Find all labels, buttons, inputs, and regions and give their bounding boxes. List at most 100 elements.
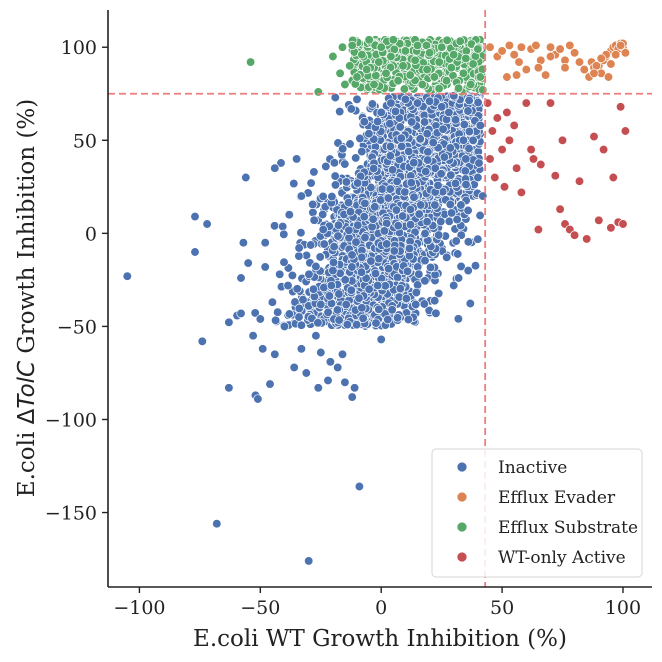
data-point-inactive	[353, 220, 363, 230]
data-point-efflux-substrate	[466, 79, 476, 90]
data-point-efflux-substrate	[417, 79, 427, 90]
data-point-wt-only-active	[504, 135, 515, 145]
data-point-inactive	[430, 200, 440, 210]
data-point-efflux-substrate	[313, 87, 323, 97]
data-point-wt-only-active	[555, 204, 565, 214]
data-point-inactive	[409, 158, 419, 168]
x-tick-label: 50	[490, 597, 514, 619]
data-point-inactive	[358, 313, 368, 323]
data-point-inactive	[316, 347, 326, 358]
data-point-inactive	[473, 97, 483, 108]
data-point-wt-only-active	[490, 172, 500, 183]
points-layer	[122, 35, 631, 566]
data-point-inactive	[344, 225, 354, 235]
data-point-inactive	[450, 115, 461, 125]
data-point-inactive	[340, 159, 350, 169]
data-point-inactive	[411, 287, 421, 298]
data-point-wt-only-active	[550, 171, 560, 181]
data-point-inactive	[318, 191, 328, 202]
data-point-efflux-evader	[589, 68, 599, 78]
data-point-inactive	[370, 268, 381, 279]
x-tick-label: 0	[375, 597, 387, 619]
data-point-wt-only-active	[502, 107, 512, 118]
data-point-inactive	[260, 262, 270, 272]
data-point-inactive	[385, 141, 396, 152]
data-point-inactive	[333, 220, 344, 230]
y-axis-label: E.coli ΔTolC Growth Inhibition (%)	[14, 99, 40, 497]
data-point-inactive	[456, 200, 466, 210]
data-point-efflux-substrate	[434, 83, 444, 94]
data-point-efflux-substrate	[400, 46, 411, 56]
data-point-inactive	[368, 163, 379, 174]
data-point-efflux-substrate	[393, 76, 403, 86]
data-point-inactive	[287, 270, 298, 281]
data-point-efflux-substrate	[369, 79, 379, 90]
data-point-inactive	[296, 320, 307, 330]
data-point-inactive	[412, 98, 423, 108]
data-point-inactive	[425, 262, 436, 273]
data-point-inactive	[468, 135, 478, 145]
data-point-efflux-evader	[504, 40, 515, 51]
data-point-efflux-evader	[509, 50, 519, 60]
y-tick-label: 100	[61, 37, 97, 59]
data-point-inactive	[236, 308, 246, 319]
data-point-wt-only-active	[536, 159, 546, 170]
data-point-inactive	[444, 107, 454, 118]
data-point-inactive	[347, 250, 357, 260]
data-point-efflux-substrate	[455, 36, 465, 46]
data-point-inactive	[360, 232, 370, 243]
data-point-efflux-evader	[620, 48, 631, 58]
data-point-efflux-substrate	[345, 61, 355, 71]
y-tick-label: 0	[85, 223, 97, 245]
data-point-wt-only-active	[511, 163, 522, 173]
data-point-inactive	[270, 315, 281, 325]
data-point-efflux-evader	[579, 64, 589, 75]
data-point-inactive	[445, 199, 455, 210]
data-point-efflux-evader	[533, 63, 544, 73]
data-point-efflux-substrate	[453, 83, 464, 93]
data-point-wt-only-active	[598, 144, 609, 155]
data-point-efflux-substrate	[362, 64, 372, 75]
x-tick-label: −50	[240, 597, 280, 619]
data-point-inactive	[278, 221, 288, 232]
data-point-inactive	[406, 178, 416, 188]
data-point-inactive	[294, 251, 304, 261]
data-point-efflux-evader	[497, 46, 507, 56]
data-point-efflux-evader	[502, 72, 512, 82]
data-point-wt-only-active	[499, 182, 510, 192]
data-point-inactive	[364, 284, 374, 294]
data-point-inactive	[265, 379, 275, 389]
data-point-inactive	[352, 94, 362, 104]
data-point-inactive	[332, 305, 343, 315]
data-point-inactive	[236, 273, 246, 283]
data-point-inactive	[400, 94, 411, 104]
data-point-efflux-substrate	[398, 61, 408, 71]
data-point-inactive	[334, 315, 344, 325]
data-point-inactive	[357, 303, 367, 313]
data-point-inactive	[403, 314, 414, 325]
data-point-inactive	[326, 280, 337, 291]
data-point-inactive	[352, 320, 362, 330]
data-point-inactive	[453, 273, 464, 283]
data-point-efflux-substrate	[410, 55, 420, 65]
data-point-wt-only-active	[557, 135, 568, 145]
data-point-inactive	[241, 172, 251, 183]
data-point-inactive	[430, 296, 440, 306]
data-point-inactive	[347, 392, 357, 402]
y-tick-label: −50	[57, 316, 97, 338]
data-point-inactive	[284, 210, 294, 220]
data-point-inactive	[414, 269, 424, 279]
data-point-inactive	[342, 319, 353, 330]
data-point-efflux-substrate	[442, 35, 452, 45]
y-tick-label: −150	[45, 503, 97, 525]
data-point-inactive	[357, 252, 367, 262]
data-point-inactive	[367, 222, 377, 232]
data-point-wt-only-active	[569, 230, 580, 240]
data-point-inactive	[354, 293, 364, 303]
data-point-inactive	[473, 172, 483, 183]
data-point-inactive	[458, 135, 469, 145]
data-point-inactive	[395, 283, 405, 294]
data-point-inactive	[428, 137, 438, 148]
data-point-efflux-evader	[569, 48, 580, 58]
data-point-inactive	[283, 280, 293, 291]
